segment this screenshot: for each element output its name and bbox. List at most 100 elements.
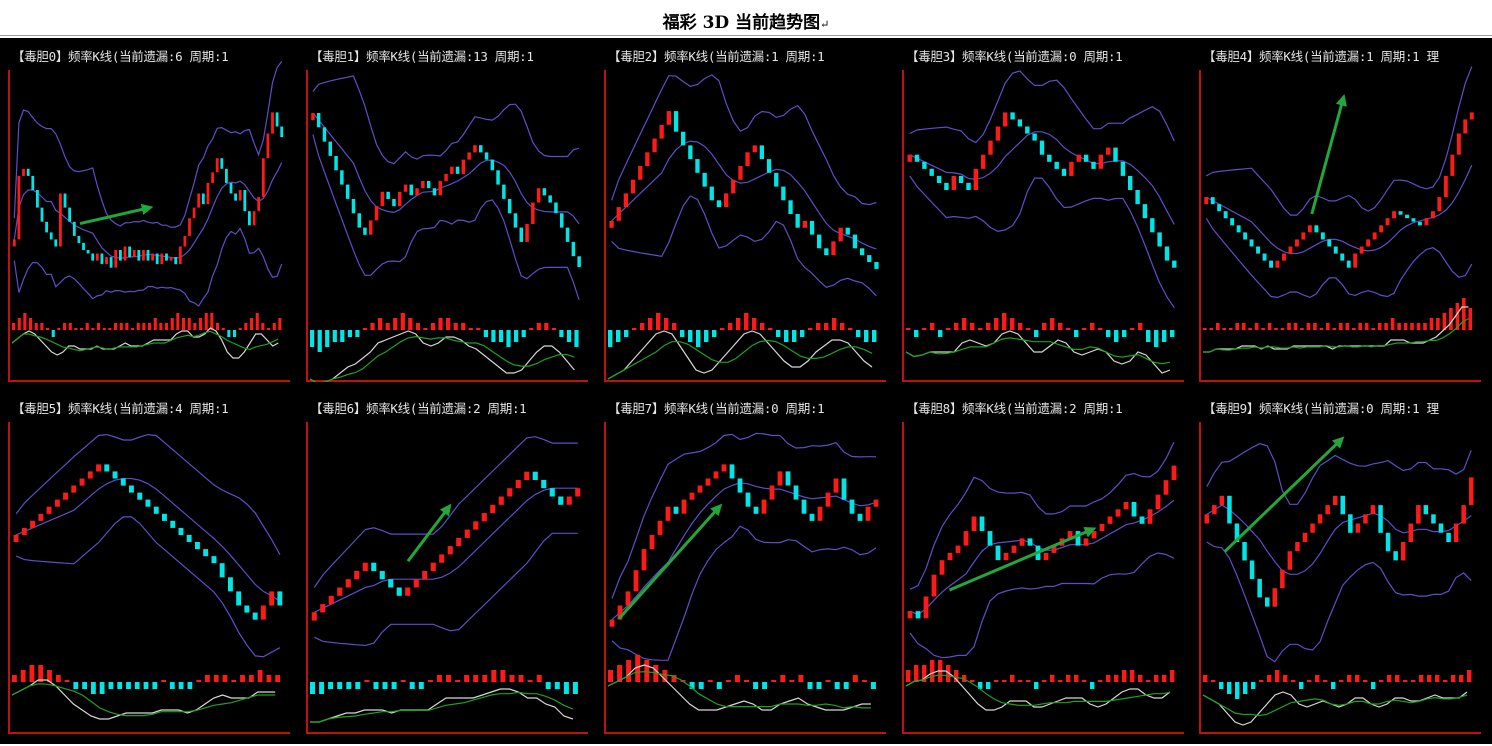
- macd-bar: [40, 323, 44, 330]
- candle: [178, 527, 184, 535]
- macd-bar: [696, 330, 701, 347]
- candle: [77, 235, 81, 243]
- macd-bar: [182, 318, 186, 330]
- macd-bar: [148, 323, 152, 330]
- macd-bar: [1419, 675, 1424, 682]
- macd-bar: [698, 682, 704, 689]
- candle: [165, 253, 168, 261]
- candle: [1128, 175, 1133, 190]
- macd-bar: [221, 328, 225, 330]
- candle: [421, 181, 425, 189]
- candle: [623, 193, 628, 208]
- trend-chart-panel-7: 【毒胆7】频率K线(当前遗漏:0 周期:1: [604, 394, 886, 734]
- candle: [802, 220, 807, 228]
- candle: [838, 227, 843, 242]
- candle: [502, 184, 506, 199]
- candle: [922, 161, 927, 169]
- macd-bar: [12, 323, 16, 330]
- candle: [731, 179, 736, 194]
- candle: [31, 175, 35, 190]
- candle: [873, 499, 879, 507]
- candle: [188, 218, 191, 236]
- candle: [761, 499, 767, 514]
- macd-bar: [1098, 680, 1103, 682]
- macd-bar: [266, 675, 272, 682]
- candle: [681, 499, 687, 514]
- macd-bar: [244, 323, 248, 330]
- macd-bar: [1429, 318, 1434, 330]
- page-title: 福彩 3D 当前趋势图↵: [0, 8, 1492, 33]
- macd-bar: [834, 682, 840, 689]
- trend-arrow-line: [948, 529, 1090, 592]
- macd-slow-line: [1203, 318, 1469, 353]
- macd-bar: [1384, 323, 1388, 330]
- candle: [447, 546, 453, 555]
- candle: [1310, 523, 1315, 533]
- candle: [657, 520, 663, 535]
- candle: [142, 250, 145, 261]
- candle: [206, 182, 210, 205]
- macd-bar: [136, 323, 140, 330]
- macd-bar: [608, 330, 613, 347]
- band-line-0: [1205, 66, 1473, 216]
- macd-bar: [346, 682, 352, 689]
- macd-bar: [922, 328, 927, 330]
- candle: [405, 587, 411, 596]
- candle: [1010, 112, 1015, 120]
- candle: [461, 159, 466, 174]
- candle: [987, 531, 993, 546]
- candle: [132, 250, 136, 258]
- macd-bar: [1082, 328, 1087, 330]
- macd-bar: [114, 323, 118, 330]
- candle: [12, 239, 16, 247]
- candle: [151, 253, 154, 261]
- candle: [1262, 253, 1267, 261]
- macd-bar: [1416, 323, 1421, 330]
- candle: [236, 591, 242, 606]
- candle: [857, 513, 863, 521]
- candle: [183, 235, 187, 247]
- panel-label: 【毒胆5】频率K线(当前遗漏:4 周期:1: [12, 401, 229, 416]
- candle: [13, 534, 19, 542]
- macd-bar: [662, 670, 668, 682]
- candle: [1450, 154, 1455, 176]
- candle: [641, 549, 647, 571]
- candle: [1061, 168, 1067, 176]
- macd-bar: [85, 323, 89, 330]
- candle: [1083, 538, 1089, 546]
- macd-bar: [617, 665, 623, 682]
- macd-bar: [1082, 680, 1087, 682]
- candle: [1076, 154, 1081, 162]
- macd-bar: [393, 318, 398, 330]
- macd-bar: [169, 682, 175, 689]
- macd-bar: [1114, 330, 1119, 342]
- candle: [1443, 175, 1448, 198]
- macd-bar: [1455, 303, 1460, 330]
- candle: [958, 175, 964, 183]
- candle: [1463, 119, 1468, 134]
- macd-bar: [370, 323, 375, 330]
- band-line-1: [611, 482, 877, 621]
- candle: [72, 221, 76, 236]
- macd-bar: [954, 323, 959, 330]
- candle: [1147, 509, 1153, 524]
- macd-bar: [74, 328, 78, 330]
- macd-bar: [1162, 675, 1167, 682]
- candle: [1223, 211, 1228, 219]
- macd-bar: [807, 682, 813, 689]
- band-line-1: [909, 499, 1175, 616]
- macd-bar: [1058, 680, 1063, 682]
- macd-bar: [238, 328, 242, 330]
- macd-bar: [644, 660, 650, 682]
- candle: [824, 248, 829, 256]
- candle: [95, 253, 99, 261]
- candle: [549, 488, 555, 497]
- candle: [123, 246, 127, 261]
- panel-label: 【毒胆9】频率K线(当前遗漏:0 周期:1 理: [1203, 401, 1439, 416]
- band-line-0: [909, 441, 1175, 590]
- macd-bar: [464, 675, 470, 682]
- candle: [645, 152, 650, 166]
- macd-bar: [608, 670, 613, 682]
- candle: [211, 556, 217, 564]
- macd-bar: [574, 330, 579, 347]
